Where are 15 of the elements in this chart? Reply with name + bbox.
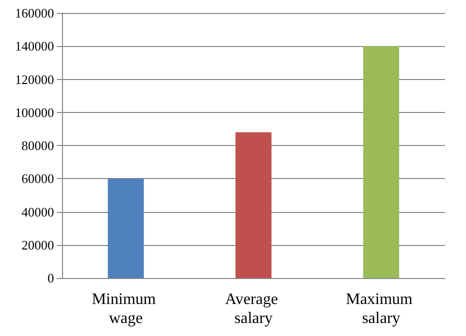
y-tick-label: 160000 bbox=[15, 6, 54, 20]
y-tick-label: 60000 bbox=[22, 171, 54, 186]
bar bbox=[236, 132, 272, 278]
y-tick-label: 80000 bbox=[22, 138, 54, 153]
y-tick-label: 140000 bbox=[15, 38, 54, 54]
bar bbox=[363, 46, 400, 278]
y-tick-label: 20000 bbox=[22, 237, 54, 252]
y-tick-label: 0 bbox=[48, 270, 54, 286]
x-tick-label: Minimum wage bbox=[92, 291, 160, 327]
y-tick-label: 40000 bbox=[22, 204, 54, 220]
bar bbox=[108, 178, 144, 278]
x-tick-label: Maximum salary bbox=[346, 291, 417, 327]
y-tick-label: 100000 bbox=[15, 104, 54, 120]
x-tick-label: Average salary bbox=[225, 291, 282, 327]
y-tick-label: 120000 bbox=[15, 72, 54, 87]
